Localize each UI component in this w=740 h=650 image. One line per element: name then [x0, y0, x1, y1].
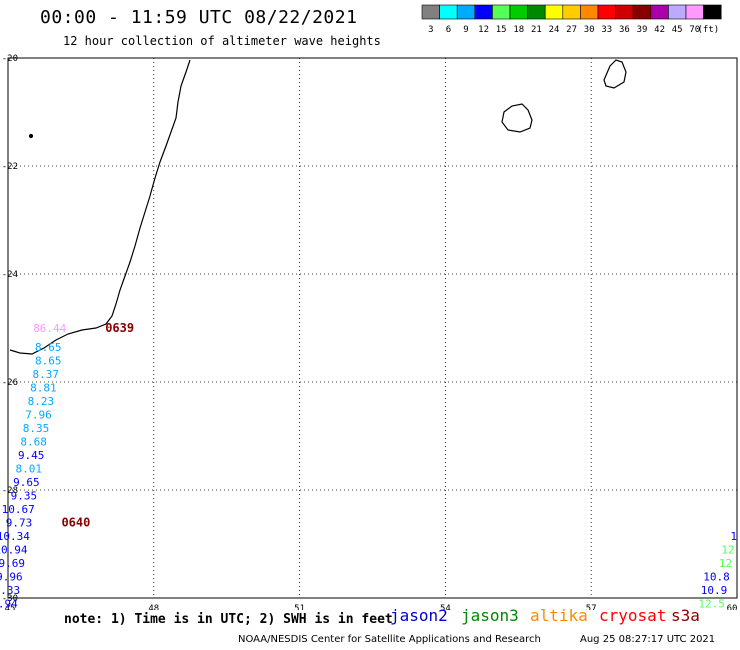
- graticule: [8, 58, 737, 598]
- madagascar-coastline: [9, 59, 191, 355]
- map-title: 00:00 - 11:59 UTC 08/22/2021: [40, 7, 358, 28]
- axis-tick-labels: 45 48 51 54 57 60 -20 -22 -24 -26 -28 -30: [2, 54, 738, 610]
- lat-tick-label: -24: [2, 270, 18, 280]
- wave-height-label: 12.5: [698, 597, 725, 610]
- credit-line: NOAA/NESDIS Center for Satellite Applica…: [238, 634, 541, 645]
- wave-height-label: 8.65: [35, 341, 62, 354]
- wave-height-label: 10.34: [0, 530, 30, 543]
- wave-height-label: 10.94: [0, 543, 28, 556]
- legend-label: 39: [637, 25, 648, 35]
- wave-height-label: 86.44: [33, 322, 66, 335]
- map-frame: [7, 57, 738, 599]
- legend-label: 15: [496, 25, 507, 35]
- wave-height-label: 8.81: [30, 381, 57, 394]
- coastlines: [9, 59, 627, 355]
- wave-height-label: 9.94: [0, 597, 18, 610]
- wave-height-label: 10.8: [703, 570, 730, 583]
- lat-tick-label: -28: [2, 486, 18, 496]
- lat-tick-label: -26: [2, 378, 18, 388]
- wave-height-label: 8.23: [28, 395, 55, 408]
- legend-label: 42: [654, 25, 665, 35]
- wave-height-label: 9.73: [6, 516, 33, 529]
- wave-height-label: 10.67: [2, 503, 35, 516]
- wave-height-label: 9.96: [0, 570, 23, 583]
- wave-height-label: 8.65: [35, 354, 62, 367]
- lat-tick-label: -30: [2, 594, 18, 604]
- legend-label: 3: [428, 25, 433, 35]
- lat-tick-label: -20: [2, 54, 18, 64]
- wave-height-label: 12: [721, 543, 734, 556]
- legend-label: 21: [531, 25, 542, 35]
- mauritius-coastline: [603, 59, 627, 89]
- wave-height-labels: 86.448.658.658.378.818.237.968.358.689.4…: [0, 322, 737, 610]
- wave-height-label: 11.33: [0, 584, 20, 597]
- lon-tick-label: 54: [440, 604, 451, 610]
- legend-label: 9: [463, 25, 468, 35]
- lon-tick-label: 48: [148, 604, 159, 610]
- legend-swatch: [703, 4, 722, 20]
- legend-unit: (ft): [698, 25, 720, 35]
- wave-height-label: 9.35: [11, 489, 38, 502]
- map-plot: 45 48 51 54 57 60 -20 -22 -24 -26 -28 -30 86.44 8.65…: [0, 54, 738, 610]
- map-subtitle: 12 hour collection of altimeter wave hei…: [63, 34, 381, 48]
- wave-height-label: 8.68: [20, 435, 47, 448]
- wave-height-label: 7.96: [25, 408, 52, 421]
- satellite-jason3: jason3: [461, 606, 519, 625]
- pass-time-label: 0639: [105, 321, 134, 335]
- legend-label: 30: [584, 25, 595, 35]
- lon-tick-label: 51: [294, 604, 305, 610]
- legend-label: 18: [513, 25, 524, 35]
- legend-label: 6: [446, 25, 451, 35]
- satellite-altika: altika: [530, 606, 588, 625]
- wave-height-label: 1: [730, 530, 737, 543]
- island-dot: [28, 133, 34, 139]
- satellite-s3a: s3a: [671, 606, 700, 625]
- wave-height-label: 9.65: [13, 476, 40, 489]
- wave-height-label: 8.37: [33, 368, 60, 381]
- lon-tick-label: 57: [586, 604, 597, 610]
- wave-height-label: 8.35: [23, 422, 50, 435]
- legend-label: 12: [478, 25, 489, 35]
- satellite-cryosat: cryosat: [599, 606, 667, 625]
- wave-height-label: 10.9: [701, 584, 728, 597]
- lon-tick-label: 45: [5, 604, 16, 610]
- lat-tick-label: -22: [2, 162, 18, 172]
- wave-height-label: 12: [719, 557, 732, 570]
- legend-label: 70: [689, 25, 700, 35]
- legend-label: 36: [619, 25, 630, 35]
- pass-time-label: 0640: [61, 515, 90, 529]
- reunion-coastline: [501, 103, 533, 133]
- satellite-jason2: jason2: [390, 606, 448, 625]
- generation-timestamp: Aug 25 08:27:17 UTC 2021: [580, 634, 716, 645]
- legend-label: 45: [672, 25, 683, 35]
- wave-height-label: 8.01: [16, 462, 43, 475]
- wave-height-label: 9.69: [0, 557, 25, 570]
- lon-tick-label: 60: [727, 604, 738, 610]
- wave-height-label: 9.45: [18, 449, 45, 462]
- color-legend: 3 6 9 12 15 18 21 24 27 30 33 36 39 42 45 70(ft): [421, 4, 722, 35]
- legend-label: 27: [566, 25, 577, 35]
- legend-label: 24: [549, 25, 560, 35]
- pass-time-labels: 0639 0640: [61, 321, 134, 529]
- footer-note: note: 1) Time is in UTC; 2) SWH is in fe…: [64, 612, 393, 627]
- legend-label: 33: [601, 25, 612, 35]
